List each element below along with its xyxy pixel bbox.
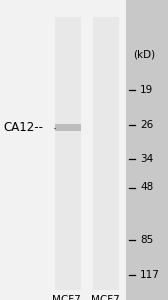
Text: MCF7: MCF7: [91, 295, 119, 300]
Text: 48: 48: [140, 182, 154, 193]
Text: 19: 19: [140, 85, 154, 95]
Text: 117: 117: [140, 269, 160, 280]
Bar: [55, 16, 81, 290]
Bar: [55, 124, 81, 131]
Bar: [93, 16, 119, 290]
Text: (kD): (kD): [134, 49, 156, 59]
Text: 26: 26: [140, 119, 154, 130]
Text: 34: 34: [140, 154, 154, 164]
Bar: [0, 0, 126, 300]
Text: CA12--: CA12--: [3, 121, 43, 134]
Text: MCF7: MCF7: [52, 295, 81, 300]
Text: 85: 85: [140, 235, 154, 245]
